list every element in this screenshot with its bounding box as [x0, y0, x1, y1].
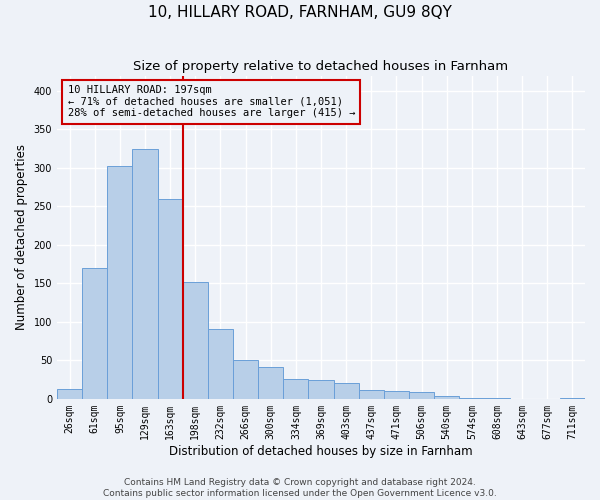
Bar: [434, 396, 459, 399]
Title: Size of property relative to detached houses in Farnham: Size of property relative to detached ho…: [133, 60, 509, 73]
Bar: [258, 366, 283, 399]
Text: 10, HILLARY ROAD, FARNHAM, GU9 8QY: 10, HILLARY ROAD, FARNHAM, GU9 8QY: [148, 5, 452, 20]
Bar: [233, 360, 258, 399]
Text: 10 HILLARY ROAD: 197sqm
← 71% of detached houses are smaller (1,051)
28% of semi: 10 HILLARY ROAD: 197sqm ← 71% of detache…: [68, 86, 355, 118]
Bar: [283, 379, 308, 399]
Bar: [334, 382, 359, 399]
Bar: [82, 268, 107, 399]
Bar: [158, 198, 183, 399]
Bar: [107, 166, 133, 399]
Bar: [560, 398, 585, 399]
Bar: [57, 389, 82, 399]
Bar: [359, 390, 384, 399]
Bar: [484, 398, 509, 399]
Bar: [183, 282, 208, 399]
Bar: [208, 329, 233, 399]
Text: Contains HM Land Registry data © Crown copyright and database right 2024.
Contai: Contains HM Land Registry data © Crown c…: [103, 478, 497, 498]
Bar: [409, 392, 434, 399]
Y-axis label: Number of detached properties: Number of detached properties: [15, 144, 28, 330]
Bar: [133, 148, 158, 399]
Bar: [459, 398, 484, 399]
Bar: [308, 380, 334, 399]
X-axis label: Distribution of detached houses by size in Farnham: Distribution of detached houses by size …: [169, 444, 473, 458]
Bar: [384, 391, 409, 399]
